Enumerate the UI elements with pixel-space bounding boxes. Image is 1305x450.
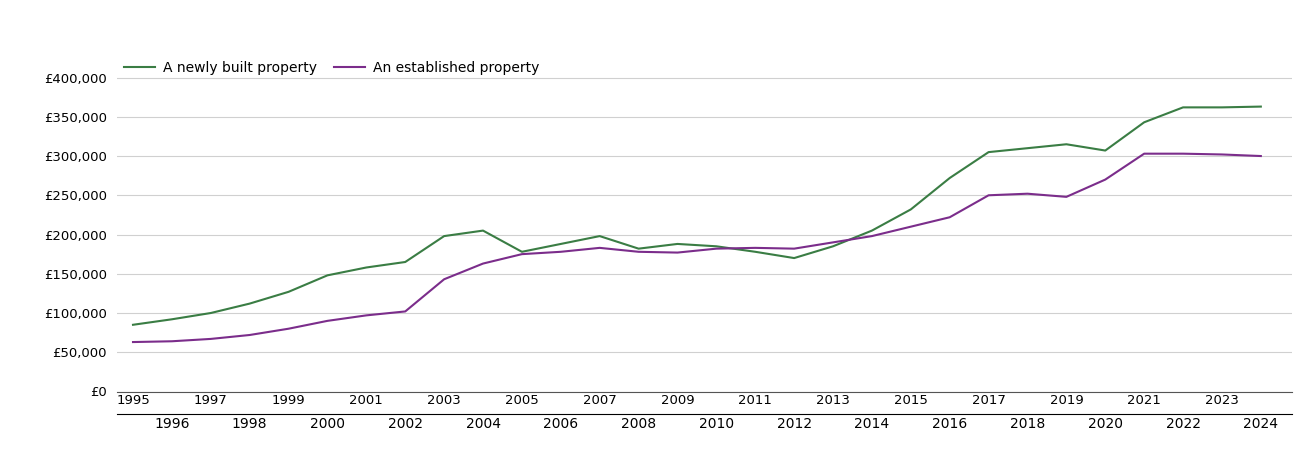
A newly built property	[748, 249, 763, 255]
A newly built property	[1253, 104, 1268, 109]
A newly built property	[825, 243, 840, 249]
A newly built property	[359, 265, 375, 270]
An established property	[787, 246, 803, 252]
An established property	[1176, 151, 1191, 157]
An established property	[320, 318, 335, 324]
A newly built property	[281, 289, 296, 294]
An established property	[825, 240, 840, 245]
A newly built property	[125, 322, 141, 328]
An established property	[204, 336, 219, 342]
A newly built property	[204, 310, 219, 316]
An established property	[436, 277, 452, 282]
A newly built property	[903, 207, 919, 212]
A newly built property	[553, 241, 569, 247]
Line: An established property: An established property	[133, 154, 1261, 342]
An established property	[1253, 153, 1268, 159]
An established property	[709, 246, 724, 252]
An established property	[553, 249, 569, 255]
An established property	[398, 309, 414, 314]
A newly built property	[1176, 105, 1191, 110]
An established property	[514, 252, 530, 257]
A newly built property	[436, 234, 452, 239]
An established property	[1137, 151, 1152, 157]
An established property	[669, 250, 685, 255]
A newly built property	[241, 301, 257, 306]
A newly built property	[514, 249, 530, 255]
Line: A newly built property: A newly built property	[133, 107, 1261, 325]
A newly built property	[864, 228, 880, 233]
A newly built property	[398, 259, 414, 265]
An established property	[592, 245, 608, 251]
An established property	[981, 193, 997, 198]
A newly built property	[164, 317, 180, 322]
An established property	[1214, 152, 1229, 157]
An established property	[903, 224, 919, 230]
A newly built property	[630, 246, 646, 252]
An established property	[630, 249, 646, 255]
An established property	[1019, 191, 1035, 196]
An established property	[164, 338, 180, 344]
An established property	[359, 313, 375, 318]
An established property	[748, 245, 763, 251]
A newly built property	[942, 176, 958, 181]
A newly built property	[592, 234, 608, 239]
An established property	[475, 261, 491, 266]
A newly built property	[1137, 120, 1152, 125]
A newly built property	[981, 149, 997, 155]
An established property	[1058, 194, 1074, 199]
A newly built property	[475, 228, 491, 233]
An established property	[942, 215, 958, 220]
A newly built property	[1214, 105, 1229, 110]
An established property	[281, 326, 296, 331]
A newly built property	[1019, 145, 1035, 151]
An established property	[1098, 177, 1113, 182]
A newly built property	[1058, 142, 1074, 147]
A newly built property	[787, 255, 803, 261]
An established property	[241, 332, 257, 338]
A newly built property	[1098, 148, 1113, 153]
An established property	[125, 339, 141, 345]
A newly built property	[669, 241, 685, 247]
An established property	[864, 234, 880, 239]
A newly built property	[320, 273, 335, 278]
Legend: A newly built property, An established property: A newly built property, An established p…	[124, 61, 539, 75]
A newly built property	[709, 243, 724, 249]
